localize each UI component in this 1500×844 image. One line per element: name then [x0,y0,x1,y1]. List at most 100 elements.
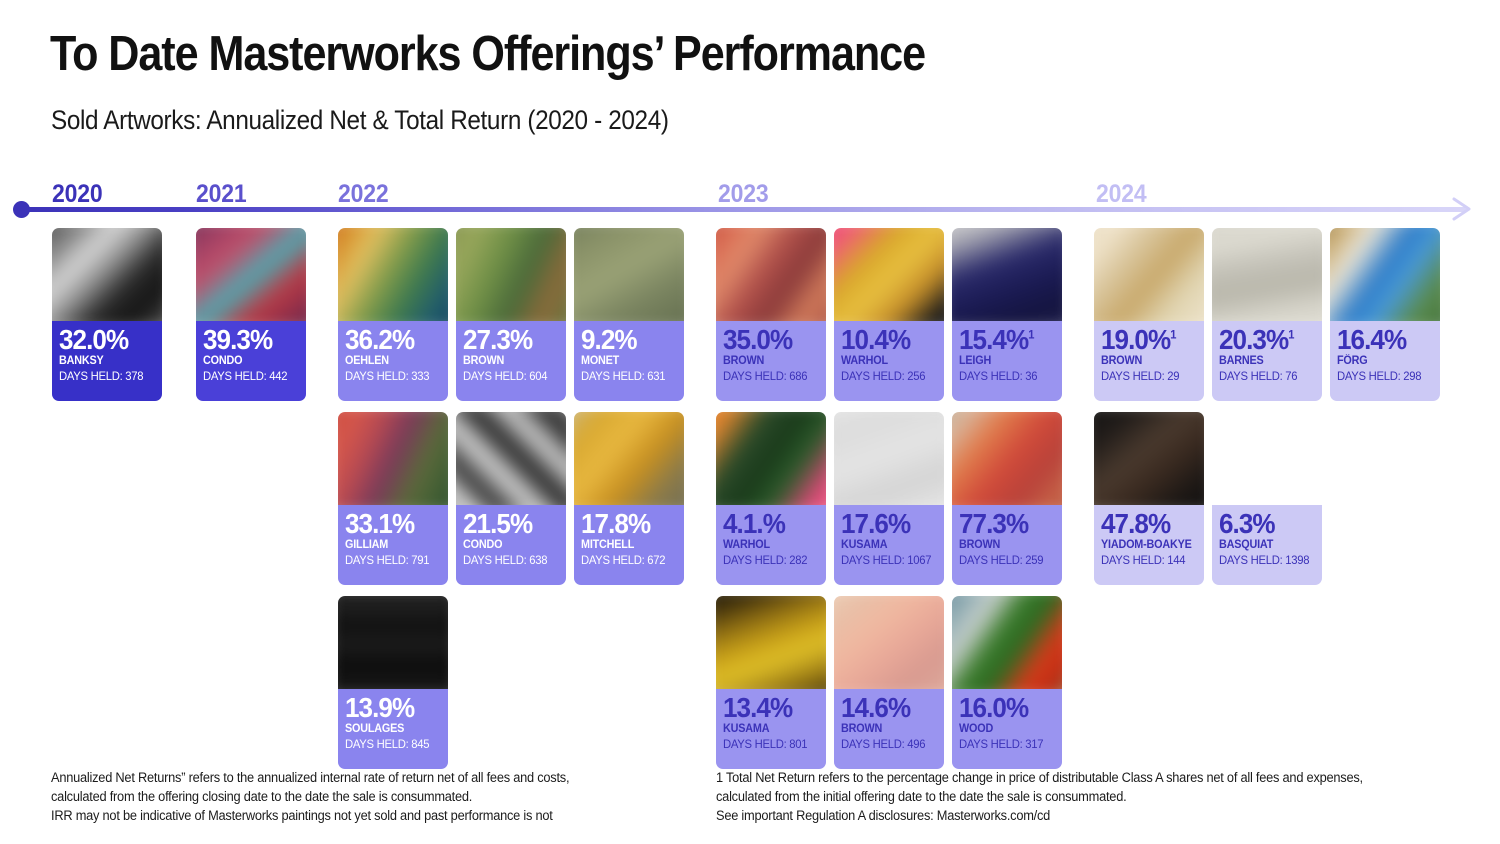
return-percentage-value: 33.1% [345,508,415,539]
return-percentage: 16.4% [1337,324,1427,355]
artwork-card[interactable]: 35.0% BROWN DAYS HELD: 686 [716,228,826,401]
artwork-thumbnail [574,412,684,505]
return-percentage-value: 39.3% [203,324,273,355]
artwork-thumbnail [716,412,826,505]
return-percentage-value: 9.2% [581,324,638,355]
artist-name: BROWN [959,539,1001,552]
artist-name: YIADOM-BOAKYE [1101,539,1192,552]
timeline-year-2022: 2022 [338,180,389,208]
artwork-image [1212,228,1322,321]
artwork-image [716,228,826,321]
return-percentage-value: 77.3% [959,508,1029,539]
return-percentage-value: 35.0% [723,324,793,355]
return-percentage-value: 14.6% [841,692,911,723]
artwork-stats-band: 32.0% BANKSY DAYS HELD: 378 [52,321,162,401]
footnote-line: calculated from the offering closing dat… [51,789,473,805]
artwork-card[interactable]: 19.0%1 BROWN DAYS HELD: 29 [1094,228,1204,401]
artwork-image [834,228,944,321]
artwork-card[interactable]: 13.9% SOULAGES DAYS HELD: 845 [338,596,448,769]
artwork-card[interactable]: 10.4% WARHOL DAYS HELD: 256 [834,228,944,401]
return-percentage: 36.2% [345,326,435,354]
artwork-card[interactable]: 17.8% MITCHELL DAYS HELD: 672 [574,412,684,585]
artwork-image [52,228,162,321]
return-percentage: 10.4% [841,326,931,354]
timeline-year-2024: 2024 [1096,180,1147,208]
days-held: DAYS HELD: 1398 [1219,553,1310,567]
artwork-card[interactable]: 39.3% CONDO DAYS HELD: 442 [196,228,306,401]
days-held: DAYS HELD: 801 [723,737,808,751]
artwork-stats-band: 13.9% SOULAGES DAYS HELD: 845 [338,689,448,769]
artwork-stats-band: 6.3% BASQUIAT DAYS HELD: 1398 [1212,505,1322,585]
artwork-image [456,228,566,321]
artist-name: KUSAMA [723,723,770,736]
artwork-card[interactable]: 15.4%1 LEIGH DAYS HELD: 36 [952,228,1062,401]
footnote-right: 1 Total Net Return refers to the percent… [716,768,1438,825]
artwork-image [1330,228,1440,321]
artwork-image [1094,412,1204,505]
artwork-image [834,412,944,505]
artwork-card[interactable]: 36.2% OEHLEN DAYS HELD: 333 [338,228,448,401]
artwork-stats-band: 17.8% MITCHELL DAYS HELD: 672 [574,505,684,585]
artwork-image [952,596,1062,689]
artwork-image [574,228,684,321]
timeline-year-2020: 2020 [52,180,103,208]
artwork-thumbnail [952,596,1062,689]
return-percentage: 27.3% [463,324,553,355]
days-held: DAYS HELD: 791 [345,553,430,567]
artwork-image [952,228,1062,321]
artwork-image [834,596,944,689]
days-held: DAYS HELD: 604 [463,369,548,383]
artwork-card[interactable]: 32.0% BANKSY DAYS HELD: 378 [52,228,162,401]
artwork-card[interactable]: 4.1.% WARHOL DAYS HELD: 282 [716,412,826,585]
return-percentage-value: 47.8% [1101,508,1171,539]
artwork-card[interactable]: 20.3%1 BARNES DAYS HELD: 76 [1212,228,1322,401]
artwork-image [716,412,826,505]
return-percentage: 4.1.% [723,510,813,538]
artwork-thumbnail [52,228,162,321]
artwork-card[interactable]: 16.4% FÖRG DAYS HELD: 298 [1330,228,1440,401]
artwork-card[interactable]: 6.3% BASQUIAT DAYS HELD: 1398 [1212,412,1322,585]
footnote-line: Annualized Net Returns” refers to the an… [51,770,570,785]
days-held: DAYS HELD: 638 [463,553,548,567]
artwork-thumbnail [834,412,944,505]
return-percentage-value: 13.4% [723,692,793,723]
artwork-card[interactable]: 33.1% GILLIAM DAYS HELD: 791 [338,412,448,585]
footnote-line: calculated from the initial offering dat… [716,789,1127,805]
artwork-card[interactable]: 17.6% KUSAMA DAYS HELD: 1067 [834,412,944,585]
timeline-axis [18,207,1466,212]
artist-name: KUSAMA [841,539,888,552]
artwork-card[interactable]: 9.2% MONET DAYS HELD: 631 [574,228,684,401]
return-percentage: 17.8% [581,508,671,539]
days-held: DAYS HELD: 144 [1101,553,1186,567]
artwork-card[interactable]: 47.8% YIADOM-BOAKYE DAYS HELD: 144 [1094,412,1204,585]
artwork-thumbnail [834,228,944,321]
artwork-card[interactable]: 21.5% CONDO DAYS HELD: 638 [456,412,566,585]
artist-name: WOOD [959,723,994,736]
footnote-line: See important Regulation A disclosures: … [716,808,1051,824]
timeline-year-2023: 2023 [718,180,769,208]
return-percentage-value: 17.8% [581,508,651,539]
artist-name: WARHOL [723,539,770,552]
days-held: DAYS HELD: 256 [841,369,926,383]
days-held: DAYS HELD: 378 [59,369,144,383]
artwork-image [716,596,826,689]
return-percentage: 21.5% [463,510,553,538]
artwork-thumbnail [716,596,826,689]
artist-name: OEHLEN [345,355,389,368]
return-percentage: 33.1% [345,508,435,539]
artwork-thumbnail [1212,228,1322,321]
artwork-stats-band: 21.5% CONDO DAYS HELD: 638 [456,505,566,585]
artwork-card[interactable]: 27.3% BROWN DAYS HELD: 604 [456,228,566,401]
days-held: DAYS HELD: 845 [345,737,430,751]
return-percentage-value: 16.4% [1337,324,1407,355]
artwork-stats-band: 20.3%1 BARNES DAYS HELD: 76 [1212,321,1322,401]
artwork-card[interactable]: 14.6% BROWN DAYS HELD: 496 [834,596,944,769]
artist-name: BROWN [1101,355,1143,368]
return-percentage-value: 27.3% [463,324,533,355]
artist-name: LEIGH [959,355,992,368]
artwork-image [456,412,566,505]
days-held: DAYS HELD: 29 [1101,369,1180,383]
artwork-card[interactable]: 13.4% KUSAMA DAYS HELD: 801 [716,596,826,769]
artwork-card[interactable]: 16.0% WOOD DAYS HELD: 317 [952,596,1062,769]
artwork-card[interactable]: 77.3% BROWN DAYS HELD: 259 [952,412,1062,585]
